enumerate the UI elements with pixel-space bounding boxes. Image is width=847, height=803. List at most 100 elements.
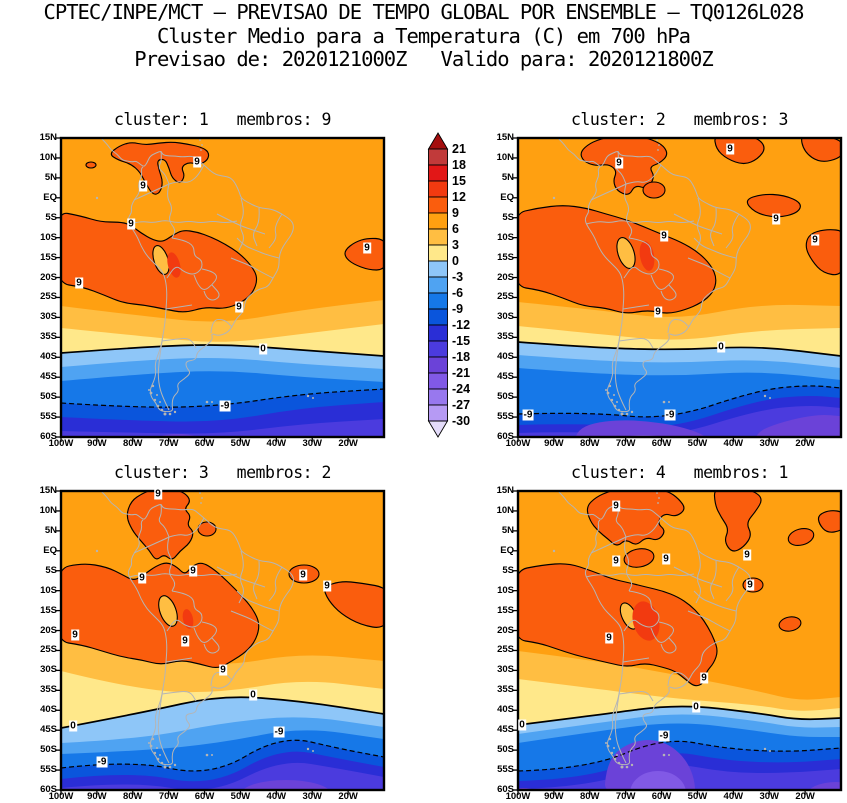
- lat-tick-label: EQ: [500, 544, 514, 556]
- colorbar-box: [428, 324, 448, 342]
- colorbar-box: [428, 164, 448, 182]
- colorbar-box: [428, 308, 448, 326]
- lat-tick-label: 30S: [497, 664, 514, 676]
- map-layers: [61, 491, 384, 790]
- map-frame: [59, 489, 386, 792]
- contour-label: 9: [181, 635, 189, 647]
- lat-tick-label: 35S: [497, 684, 514, 696]
- warm-region-9c: [580, 138, 668, 195]
- warm-region-9c: [518, 205, 717, 314]
- warm-region-9c: [518, 563, 718, 687]
- lon-tick-label: 90W: [87, 791, 107, 802]
- lon-tick-label: 60W: [194, 791, 215, 802]
- lon-tick-label: 90W: [87, 438, 107, 449]
- lat-tick-label: 30S: [40, 311, 57, 323]
- colorbar-box: [428, 180, 448, 198]
- colorbar-tick-label: 18: [452, 158, 466, 172]
- lon-tick-label: 80W: [579, 438, 600, 449]
- colorbar-box: [428, 356, 448, 374]
- contour-label: 9: [299, 569, 307, 581]
- lat-tick-label: 40S: [40, 704, 57, 716]
- minus-9-contour: [518, 740, 841, 772]
- lon-tick-label: 70W: [158, 438, 179, 449]
- contour-label: 9: [193, 156, 201, 168]
- colorbar-box: [428, 340, 448, 358]
- contour-label: -9: [96, 756, 108, 768]
- zero-contour: [518, 705, 841, 726]
- colorbar-tick-label: -15: [452, 334, 471, 348]
- warm-region-9c: [110, 141, 210, 195]
- lat-tick-label: 50S: [40, 391, 57, 403]
- temperature-map: [513, 136, 843, 442]
- zero-contour: [518, 341, 841, 357]
- contour-label: 9: [726, 143, 734, 155]
- panel-title-cluster-1: cluster: 1 membros: 9: [114, 110, 331, 129]
- lat-tick-label: 5S: [45, 564, 57, 576]
- contour-label: 0: [69, 720, 77, 732]
- contour-label: 9: [363, 242, 371, 254]
- lat-tick-label: 5N: [501, 524, 514, 536]
- map-frame: [516, 136, 843, 439]
- contour-label: -9: [522, 409, 534, 421]
- lon-tick-label: 90W: [544, 438, 564, 449]
- colorbar-box: [428, 388, 448, 406]
- contour-label: 9: [615, 157, 623, 169]
- lat-tick-label: 10N: [39, 151, 57, 163]
- panel-title-cluster-2: cluster: 2 membros: 3: [571, 110, 788, 129]
- lat-tick-label: 45S: [497, 724, 514, 736]
- warm-region-9c: [344, 237, 384, 271]
- contour-label: 9: [71, 629, 79, 641]
- lon-tick-label: 100W: [505, 791, 531, 802]
- lat-tick-label: 55S: [497, 764, 514, 776]
- lon-tick-label: 90W: [544, 791, 564, 802]
- lat-tick-label: 25S: [40, 291, 57, 303]
- lat-tick-label: 20S: [497, 624, 514, 636]
- lat-tick-label: EQ: [43, 191, 57, 203]
- panel-title-cluster-3: cluster: 3 membros: 2: [114, 463, 331, 482]
- warm-region-9c: [817, 510, 841, 533]
- lat-tick-label: 60S: [40, 431, 57, 442]
- coastlines-borders: [95, 491, 314, 769]
- lon-tick-label: 80W: [122, 791, 143, 802]
- lon-tick-label: 80W: [579, 791, 600, 802]
- lat-tick-label: 35S: [497, 331, 514, 343]
- lat-tick-label: 15N: [39, 132, 57, 143]
- colorbar-arrow-down: [427, 420, 449, 438]
- lon-tick-label: 50W: [230, 791, 251, 802]
- lon-tick-label: 30W: [302, 791, 322, 802]
- lat-tick-label: 40S: [497, 704, 514, 716]
- colorbar-tick-label: 9: [452, 206, 459, 220]
- lat-tick-label: 15N: [496, 485, 514, 496]
- lat-tick-label: 15N: [39, 485, 57, 496]
- lat-tick-label: EQ: [43, 544, 57, 556]
- lon-tick-label: 40W: [723, 791, 744, 802]
- lat-tick-label: 55S: [40, 764, 57, 776]
- lat-tick-label: 25S: [40, 644, 57, 656]
- contour-label: 9: [219, 664, 227, 676]
- lat-tick-label: 10S: [497, 584, 514, 596]
- contour-label: 9: [700, 672, 708, 684]
- lat-tick-label: 50S: [497, 744, 514, 756]
- contour-label: 9: [662, 553, 670, 565]
- figure-title-line3: Previsao de: 2020121000Z Valido para: 20…: [134, 47, 713, 71]
- lon-tick-label: 60W: [194, 438, 215, 449]
- colorbar-tick-label: -3: [452, 270, 464, 284]
- colorbar-box: [428, 244, 448, 262]
- lat-tick-label: 5N: [501, 171, 514, 183]
- lat-tick-label: 55S: [40, 411, 57, 423]
- minus-9-contour: [518, 385, 841, 418]
- lat-tick-label: 15S: [497, 604, 514, 616]
- contour-label: 9: [235, 301, 243, 313]
- temperature-map: [56, 136, 386, 442]
- contour-label: -9: [219, 400, 231, 412]
- contour-label: 9: [127, 218, 135, 230]
- map-panel-cluster-3: cluster: 3 membros: 2 15N 10N 5N EQ 5S 10S 15S…: [40, 463, 386, 802]
- colorbar-tick-label: 12: [452, 190, 466, 204]
- lon-tick-label: 70W: [158, 791, 179, 802]
- temperature-map: [56, 489, 386, 795]
- lon-tick-label: 60W: [651, 791, 672, 802]
- lat-tick-label: 30S: [497, 311, 514, 323]
- lat-tick-label: 15S: [40, 604, 57, 616]
- warm-region-9c: [746, 193, 801, 218]
